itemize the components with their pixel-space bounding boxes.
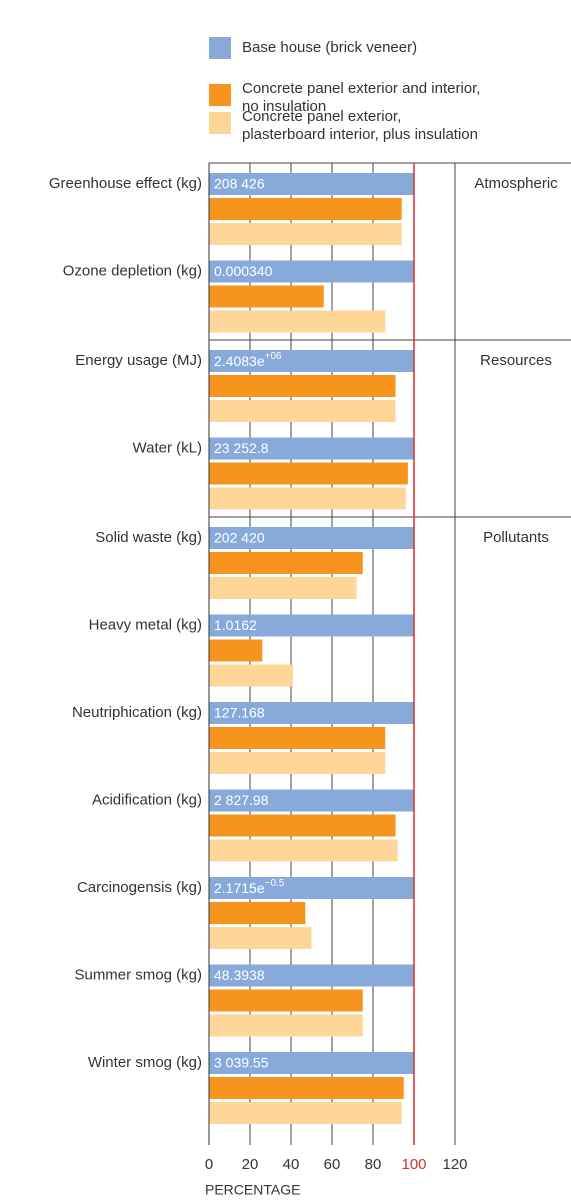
bar	[209, 877, 414, 899]
bar	[209, 964, 414, 987]
bar	[209, 902, 306, 924]
bar	[209, 727, 386, 749]
value-label: 2.4083e+06	[214, 351, 282, 369]
bar	[209, 989, 363, 1012]
legend-label: Concrete panel exterior and interior, no…	[242, 80, 481, 115]
value-label-base: 2.1715e	[214, 880, 265, 896]
bar	[209, 577, 357, 599]
y-tick-label: Energy usage (MJ)	[75, 352, 202, 369]
value-label-exponent: −0.5	[265, 878, 285, 889]
x-tick-label: 100	[401, 1156, 426, 1173]
bar	[209, 1077, 404, 1099]
legend-swatch	[209, 84, 231, 106]
value-label: 48.3938	[214, 967, 265, 983]
bar	[209, 752, 386, 774]
x-tick-label: 60	[324, 1156, 341, 1173]
bar	[209, 1014, 363, 1037]
legend-swatch	[209, 112, 231, 134]
bar	[209, 260, 414, 283]
bar	[209, 927, 312, 949]
bar	[209, 1102, 402, 1124]
bar	[209, 173, 414, 195]
bar	[209, 789, 414, 812]
x-tick-label: 0	[205, 1156, 213, 1173]
bar	[209, 814, 396, 837]
bar	[209, 400, 396, 422]
bar	[209, 487, 406, 510]
bar	[209, 350, 414, 372]
y-tick-label: Acidification (kg)	[92, 791, 202, 808]
y-tick-label: Ozone depletion (kg)	[63, 262, 202, 279]
value-label: 1.0162	[214, 617, 257, 633]
value-label: 2.1715e−0.5	[214, 878, 285, 896]
bar	[209, 839, 398, 862]
x-tick-label: 40	[283, 1156, 300, 1173]
bar	[209, 614, 414, 637]
y-tick-label: Summer smog (kg)	[74, 966, 202, 983]
bar	[209, 552, 363, 574]
y-tick-label: Winter smog (kg)	[88, 1054, 202, 1071]
x-tick-label: 20	[242, 1156, 259, 1173]
y-tick-label: Greenhouse effect (kg)	[49, 175, 202, 192]
bar	[209, 375, 396, 397]
bar	[209, 1052, 414, 1074]
y-tick-label: Heavy metal (kg)	[89, 616, 202, 633]
bar	[209, 310, 386, 333]
value-label-base: 2.4083e	[214, 353, 265, 369]
section-label: Pollutants	[483, 529, 549, 546]
bar	[209, 285, 324, 308]
bar	[209, 664, 294, 687]
bar	[209, 527, 414, 549]
value-label-exponent: +06	[265, 351, 282, 362]
y-tick-label: Solid waste (kg)	[95, 529, 202, 546]
value-label: 0.000340	[214, 263, 273, 279]
legend-label: Base house (brick veneer)	[242, 39, 418, 56]
bar	[209, 223, 402, 245]
legend-swatch	[209, 37, 231, 59]
bar	[209, 702, 414, 724]
x-tick-label: 120	[442, 1156, 467, 1173]
value-label: 202 420	[214, 530, 265, 546]
value-label: 127.168	[214, 705, 265, 721]
value-label: 2 827.98	[214, 792, 269, 808]
bar	[209, 437, 414, 460]
y-tick-label: Carcinogensis (kg)	[77, 879, 202, 896]
section-label: Resources	[480, 352, 552, 369]
bar	[209, 462, 408, 485]
bar	[209, 639, 263, 662]
value-label: 208 426	[214, 176, 265, 192]
y-tick-label: Neutriphication (kg)	[72, 704, 202, 721]
x-tick-label: 80	[365, 1156, 382, 1173]
x-axis-title: PERCENTAGE	[205, 1182, 300, 1198]
value-label: 3 039.55	[214, 1055, 269, 1071]
section-label: Atmospheric	[474, 175, 558, 192]
y-tick-label: Water (kL)	[133, 439, 202, 456]
legend-label: Concrete panel exterior, plasterboard in…	[242, 108, 478, 143]
bar	[209, 198, 402, 220]
value-label: 23 252.8	[214, 440, 269, 456]
